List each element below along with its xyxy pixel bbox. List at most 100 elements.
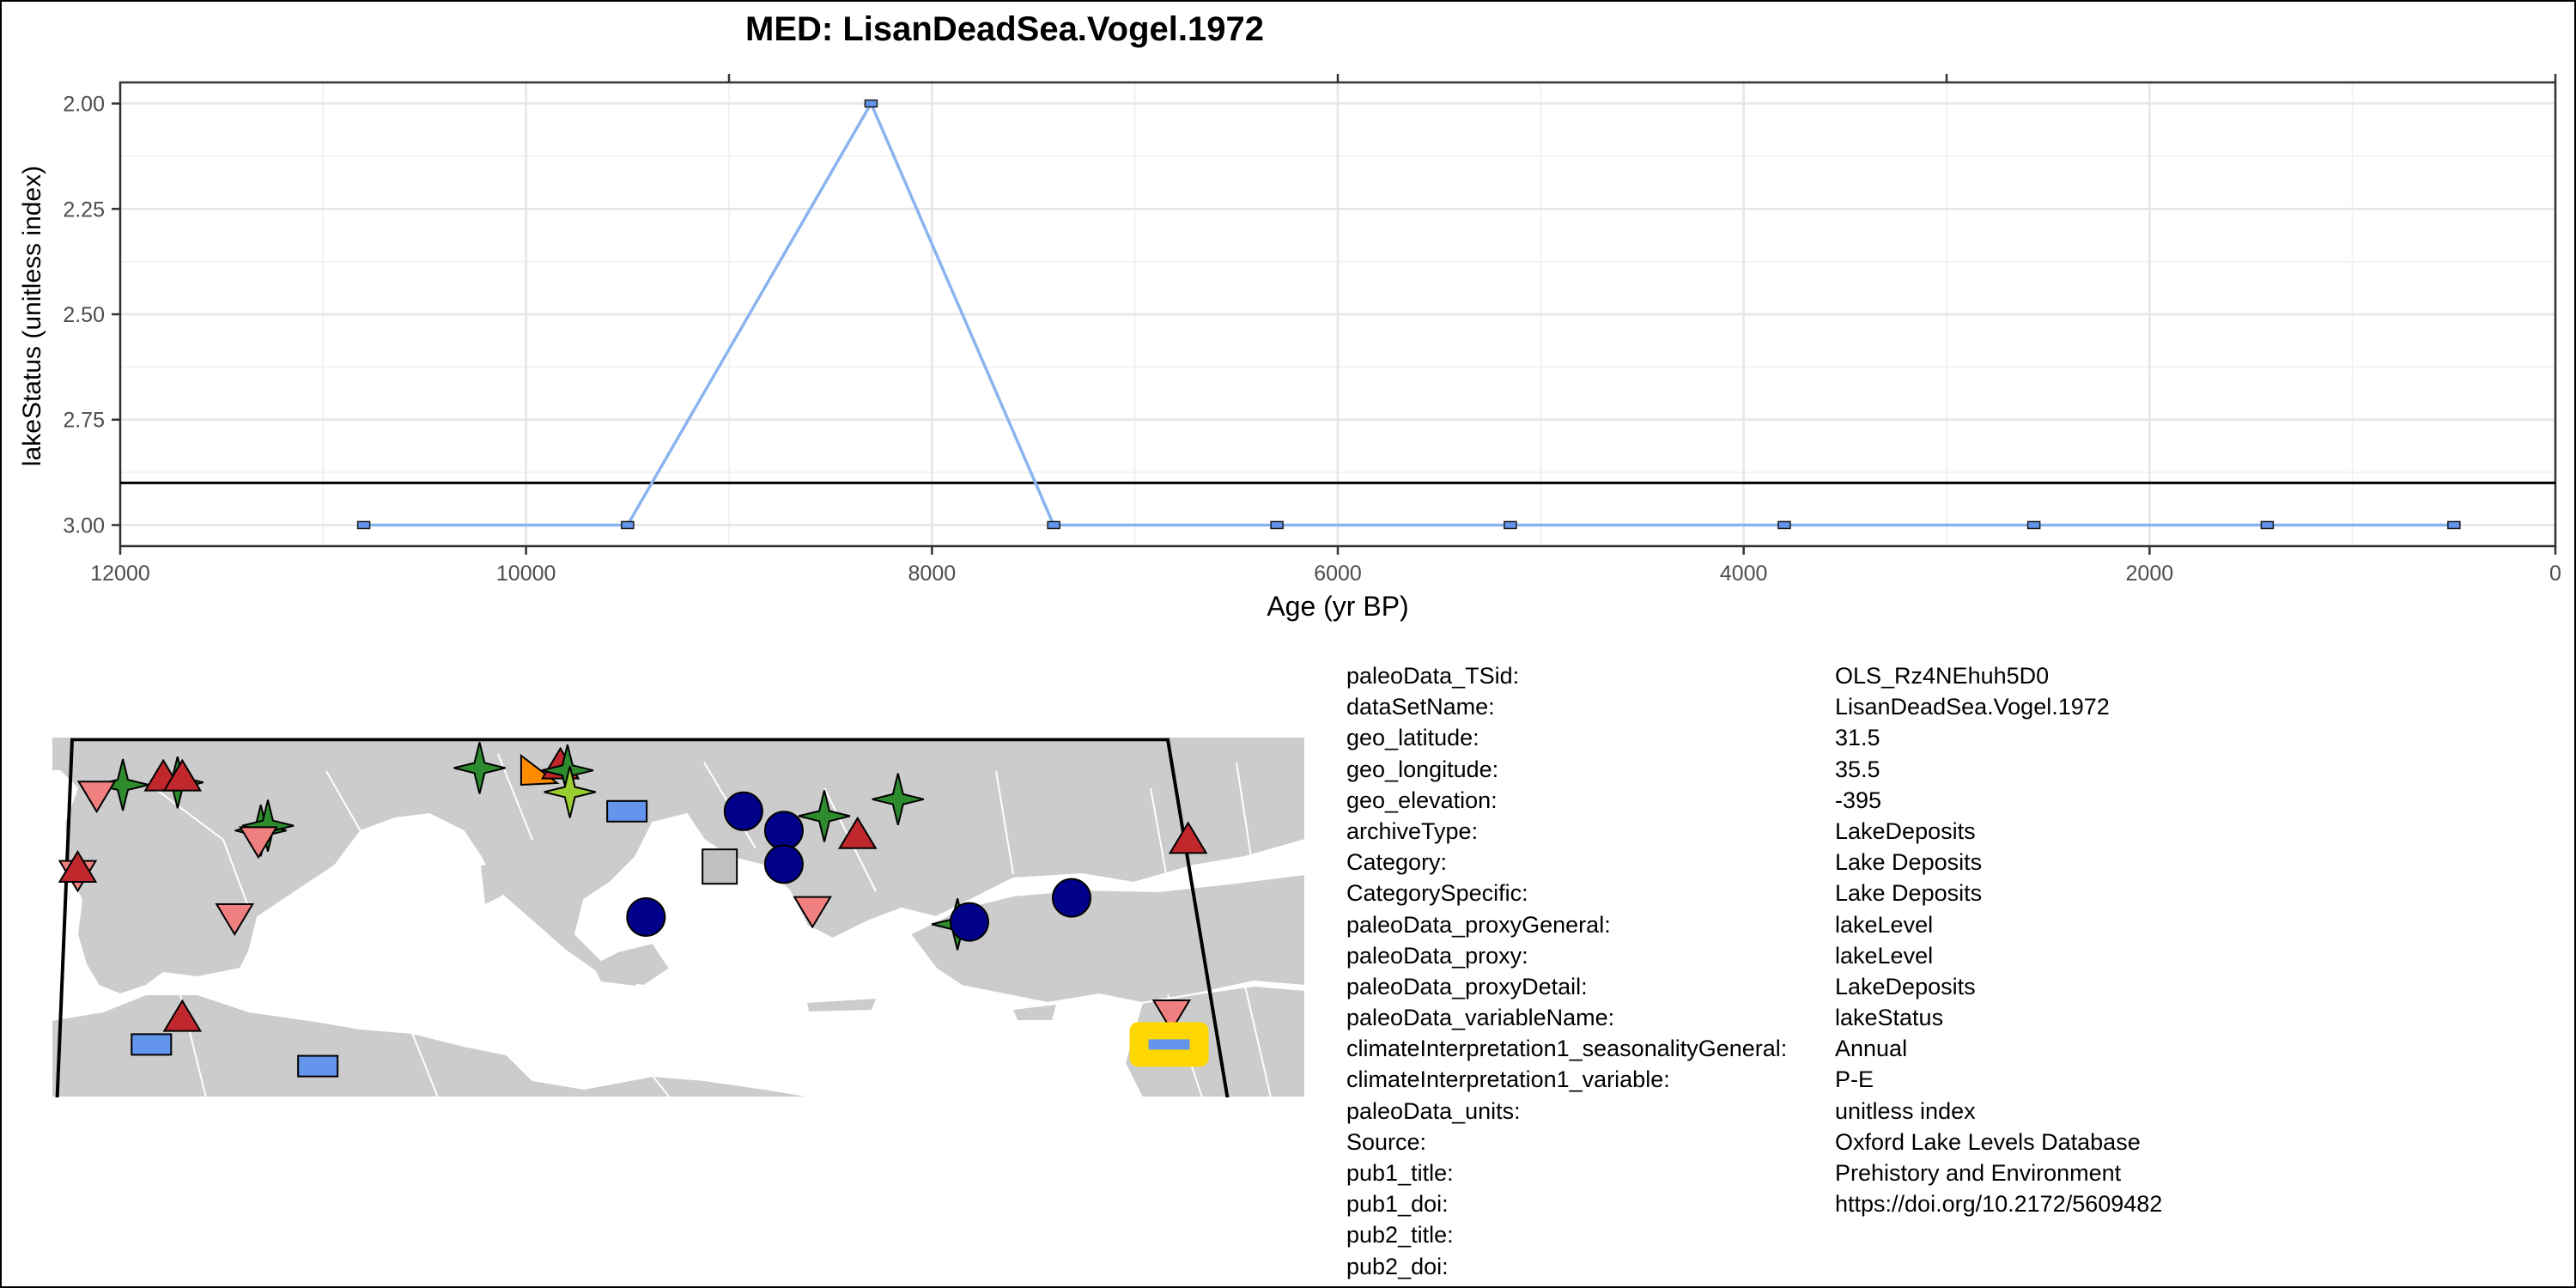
chart-title: MED: LisanDeadSea.Vogel.1972: [745, 10, 1264, 48]
metadata-value: lakeStatus: [1835, 1005, 1944, 1031]
metadata-key: paleoData_units:: [1346, 1097, 1521, 1124]
site-marker-triangle-up: [162, 999, 203, 1032]
map-land-crete: [807, 999, 876, 1012]
site-marker-star: [544, 766, 596, 818]
metadata-value: 31.5: [1835, 725, 1880, 751]
series-layer: [356, 99, 2461, 530]
y-tick-label: 2.75: [63, 409, 105, 433]
metadata-key: climateInterpretation1_variable:: [1346, 1066, 1670, 1093]
site-marker-circle: [763, 811, 804, 851]
metadata-key: paleoData_proxy:: [1346, 942, 1528, 969]
metadata-value: P-E: [1835, 1066, 1874, 1093]
map-land-north-africa: [52, 993, 817, 1097]
data-point: [1777, 520, 1791, 530]
metadata-key: pub1_doi:: [1346, 1191, 1449, 1218]
metadata-value: Lake Deposits: [1835, 880, 1983, 907]
site-marker-triangle-down: [76, 781, 117, 814]
metadata-key: paleoData_proxyGeneral:: [1346, 911, 1611, 938]
metadata-value: -395: [1835, 787, 1882, 813]
metadata-value: LakeDeposits: [1835, 973, 1976, 999]
metadata-key: climateInterpretation1_seasonalityGenera…: [1346, 1036, 1788, 1062]
site-marker-star: [798, 790, 851, 842]
x-tick-label: 6000: [1314, 562, 1362, 586]
metadata-value: 35.5: [1835, 756, 1880, 782]
site-marker-circle: [723, 791, 763, 831]
metadata-value: Lake Deposits: [1835, 849, 1983, 876]
site-marker-circle: [626, 897, 666, 937]
data-point: [864, 99, 878, 108]
site-marker-square: [702, 848, 738, 885]
line-chart: 12000 10000 8000 6000 4000 2000 0 2.00 2.25 2.50 2…: [63, 74, 2561, 586]
y-tick-label: 2.50: [63, 303, 105, 327]
x-tick-label: 8000: [908, 562, 957, 586]
series-line: [363, 100, 2454, 527]
map-land-cyprus: [1013, 1005, 1056, 1020]
metadata-value: https://doi.org/10.2172/5609482: [1835, 1191, 2163, 1218]
metadata-key: Source:: [1346, 1128, 1427, 1155]
site-marker-star: [872, 773, 925, 826]
metadata-key: pub1_title:: [1346, 1160, 1454, 1186]
x-tick-label: 10000: [496, 562, 556, 586]
metadata-key: pub2_doi:: [1346, 1253, 1449, 1279]
metadata-value: LisanDeadSea.Vogel.1972: [1835, 694, 2110, 720]
site-marker-triangle-up: [162, 758, 203, 792]
data-point: [1270, 520, 1284, 530]
site-marker-rect: [297, 1054, 339, 1078]
metadata-value: lakeLevel: [1835, 942, 1934, 969]
data-point: [2260, 520, 2275, 530]
data-point: [1504, 520, 1517, 530]
x-tick-label: 4000: [1720, 562, 1768, 586]
tick-labels: 12000 10000 8000 6000 4000 2000 0 2.00 2.25 2.50 2…: [63, 93, 2561, 586]
metadata-key: geo_longitude:: [1346, 756, 1499, 782]
x-tick-label: 2000: [2126, 562, 2174, 586]
data-point: [621, 520, 635, 530]
site-marker-star: [241, 799, 295, 852]
site-marker-rect: [131, 1033, 173, 1056]
metadata-value: lakeLevel: [1835, 911, 1934, 938]
metadata-key: dataSetName:: [1346, 694, 1495, 720]
site-marker-triangle-down: [239, 826, 278, 860]
x-tick-label: 0: [2549, 562, 2561, 586]
metadata-key: CategorySpecific:: [1346, 880, 1528, 907]
site-marker-triangle-down: [793, 896, 832, 929]
metadata-value: LakeDeposits: [1835, 817, 1976, 844]
map-boundary: [55, 738, 1230, 1097]
grid-major: [118, 82, 2557, 546]
metadata-value: Annual: [1835, 1036, 1908, 1062]
metadata-value: Oxford Lake Levels Database: [1835, 1128, 2141, 1155]
y-tick-label: 3.00: [63, 513, 105, 538]
site-marker-circle: [1052, 878, 1091, 918]
data-point: [1047, 520, 1060, 530]
axes: [112, 74, 2557, 555]
metadata-key: paleoData_proxyDetail:: [1346, 973, 1588, 999]
data-point: [2447, 520, 2461, 530]
site-marker-triangle-up: [838, 816, 878, 849]
site-marker-circle: [949, 902, 989, 942]
site-marker-circle: [763, 844, 804, 884]
metadata-key: archiveType:: [1346, 817, 1479, 844]
map-land-sardinia: [481, 864, 502, 904]
site-marker-rect: [1148, 1039, 1190, 1050]
site-marker-star: [453, 742, 506, 794]
metadata-value: Prehistory and Environment: [1835, 1160, 2122, 1186]
map-markers: [58, 742, 1209, 1078]
map-land-sicily: [592, 962, 644, 986]
data-point: [2026, 520, 2041, 530]
metadata-key: pub2_title:: [1346, 1222, 1454, 1249]
metadata-key: Category:: [1346, 849, 1448, 876]
metadata-key: geo_elevation:: [1346, 787, 1498, 813]
y-tick-label: 2.25: [63, 197, 105, 222]
site-marker-triangle-up: [58, 850, 98, 883]
metadata-key: geo_latitude:: [1346, 725, 1479, 751]
site-map: [52, 737, 1305, 1097]
metadata-value: unitless index: [1835, 1097, 1976, 1124]
site-marker-rect: [606, 799, 648, 823]
metadata-value: OLS_Rz4NEhuh5D0: [1835, 663, 2050, 689]
data-point: [356, 520, 371, 530]
metadata-key: paleoData_TSid:: [1346, 663, 1520, 689]
site-marker-triangle-up: [1168, 821, 1208, 854]
site-marker-triangle-down: [215, 903, 254, 936]
metadata-key: paleoData_variableName:: [1346, 1005, 1615, 1031]
y-tick-label: 2.00: [63, 93, 105, 117]
